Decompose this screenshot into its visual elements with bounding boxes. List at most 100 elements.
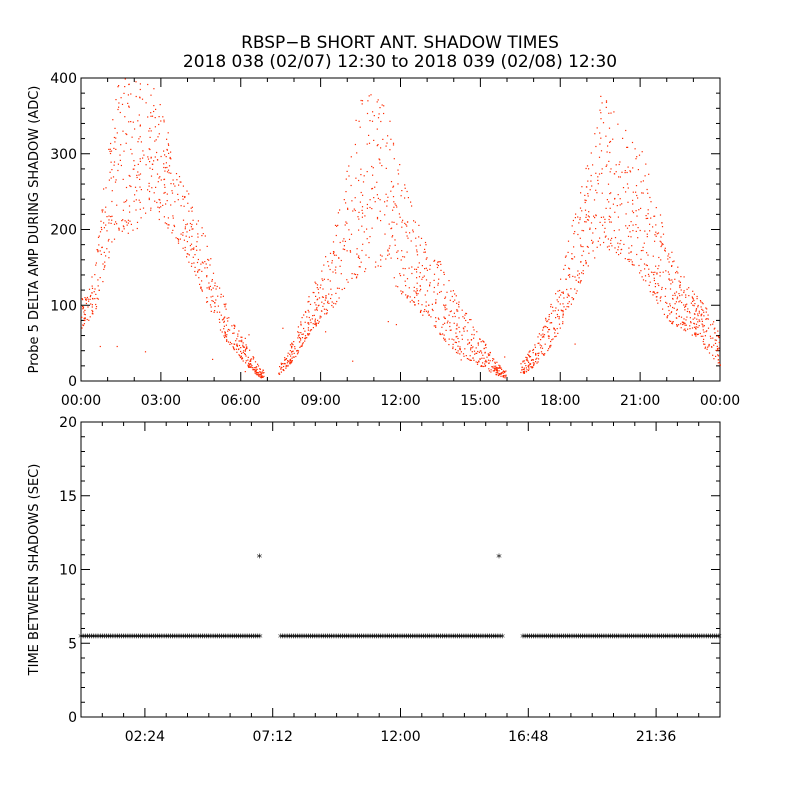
data-point: *: [253, 631, 259, 644]
data-point: [351, 277, 353, 279]
data-point: [685, 304, 687, 306]
data-point: [595, 145, 597, 148]
data-point: [541, 353, 543, 355]
data-point: [537, 361, 539, 363]
data-point: [229, 341, 231, 343]
data-point: [557, 315, 559, 318]
data-point: [158, 177, 160, 179]
data-point: [661, 222, 663, 224]
data-point: [497, 372, 499, 374]
data-point: [130, 185, 132, 188]
data-point: [427, 312, 429, 314]
data-point: [99, 345, 101, 348]
data-point: *: [470, 631, 476, 644]
data-point: [604, 218, 606, 220]
data-point: *: [387, 631, 393, 644]
data-point: [679, 284, 681, 286]
data-point: *: [144, 631, 150, 644]
data-point: *: [255, 631, 261, 644]
data-point: *: [654, 631, 660, 644]
data-point: [447, 320, 449, 322]
data-point: [667, 306, 669, 308]
data-point: [351, 273, 353, 275]
data-point: [350, 233, 353, 235]
data-point: [673, 260, 675, 262]
data-point: [233, 347, 235, 349]
data-point: [429, 285, 431, 287]
data-point: [308, 296, 310, 298]
data-point: [84, 318, 86, 320]
data-point: [100, 220, 102, 222]
data-point: *: [399, 631, 405, 644]
data-point: [684, 306, 686, 308]
data-point: [184, 249, 186, 251]
data-point: [463, 328, 465, 330]
data-point: [335, 266, 337, 268]
data-point: [151, 187, 153, 189]
data-point: [627, 146, 629, 148]
data-point: [149, 136, 151, 138]
data-point: [540, 347, 542, 349]
data-point: [136, 221, 139, 223]
data-point: [108, 215, 110, 217]
data-point: [384, 214, 386, 216]
data-point: [482, 362, 484, 364]
data-point: [658, 265, 660, 267]
data-point: *: [238, 631, 244, 644]
data-point: [585, 186, 588, 188]
data-point: [220, 296, 222, 298]
data-point: [561, 291, 563, 293]
data-point: *: [706, 631, 712, 644]
data-point: *: [183, 631, 189, 644]
data-point: [465, 313, 468, 315]
data-point: [151, 168, 154, 170]
data-point: [458, 341, 460, 343]
data-point: [393, 277, 395, 279]
data-point: [345, 202, 347, 204]
data-point: [659, 297, 661, 299]
data-point: [532, 366, 534, 368]
data-point: [643, 242, 645, 244]
data-point: [339, 209, 341, 211]
data-point: *: [676, 631, 682, 644]
data-point: [621, 248, 623, 250]
data-point: [437, 261, 439, 263]
data-point: [666, 316, 668, 318]
data-point: [433, 260, 435, 262]
data-point: [121, 230, 123, 232]
data-point: [630, 251, 632, 253]
data-point: [150, 94, 152, 96]
data-point: [692, 298, 694, 300]
data-point: [167, 169, 170, 171]
data-point: [150, 115, 152, 117]
data-point: [410, 240, 412, 242]
data-point: [685, 330, 687, 332]
data-point: [636, 194, 638, 197]
data-point: [491, 366, 493, 368]
data-point: [303, 314, 305, 316]
data-point: [404, 184, 406, 186]
data-point: [98, 244, 100, 246]
data-point: [360, 99, 362, 102]
data-point: [311, 318, 313, 320]
data-point: [550, 303, 552, 306]
data-point: [192, 228, 194, 230]
data-point: [695, 309, 697, 311]
data-point: [602, 122, 605, 124]
data-point: *: [110, 631, 116, 644]
data-point: [317, 322, 319, 324]
data-point: [418, 224, 420, 226]
data-point: [259, 368, 261, 370]
data-point: [431, 303, 433, 305]
data-point: [536, 362, 538, 364]
data-point: [110, 222, 112, 224]
data-point: [533, 362, 535, 364]
data-point: [241, 341, 243, 343]
data-point: [166, 200, 168, 202]
data-point: [485, 347, 487, 349]
data-point: [202, 233, 204, 235]
data-point: [92, 310, 94, 312]
data-point: [703, 338, 705, 340]
data-point: [417, 300, 420, 302]
data-point: [358, 120, 360, 122]
